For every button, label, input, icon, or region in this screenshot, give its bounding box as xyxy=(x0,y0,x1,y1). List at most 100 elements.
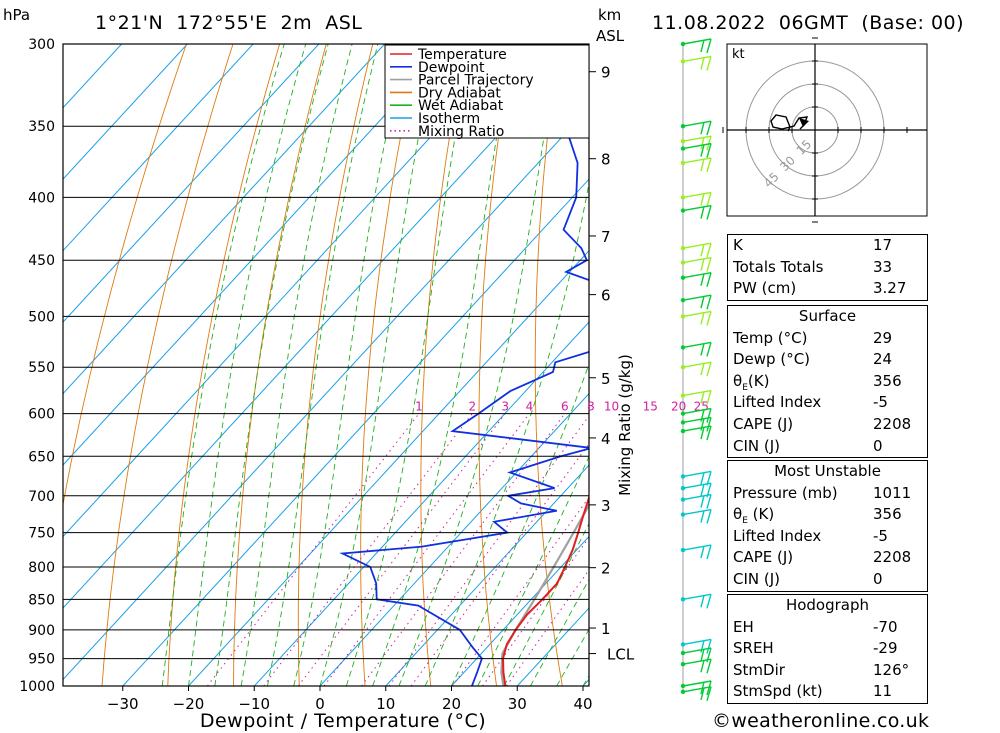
k-index-value: 17 xyxy=(873,236,893,254)
isotherm-line xyxy=(319,392,589,686)
wet-adiabat-line xyxy=(530,578,589,686)
k-index-label: K xyxy=(733,236,743,254)
pressure-tick-label: 400 xyxy=(28,190,55,206)
copyright-footer[interactable]: ©weatheronline.co.uk xyxy=(712,710,929,732)
copyright-symbol: © xyxy=(712,710,732,732)
wet-adiabat-line xyxy=(424,180,589,686)
location-title: 1°21'N 172°55'E 2m ASL xyxy=(95,12,363,34)
wet-adiabat-line xyxy=(451,362,589,686)
wind-barb xyxy=(680,544,712,560)
wet-adiabat-line xyxy=(477,455,589,686)
pressure-tick-label: 700 xyxy=(28,489,55,505)
mixing-ratio-line xyxy=(388,415,589,686)
wind-barb xyxy=(680,135,712,151)
height-tick-label: 4 xyxy=(601,430,611,448)
wind-barb xyxy=(680,638,712,654)
wind-barb xyxy=(680,272,712,287)
stmspd-value: 11 xyxy=(873,682,893,701)
mu-cin-value: 0 xyxy=(873,569,883,588)
mixing-ratio-label: 4 xyxy=(526,400,534,414)
wind-barb xyxy=(680,416,712,432)
surface-temp-value: 29 xyxy=(873,328,893,347)
mixing-ratio-label: 6 xyxy=(561,400,569,414)
pressure-unit-label: hPa xyxy=(3,6,31,24)
surface-title: Surface xyxy=(798,307,857,325)
dry-adiabat-line xyxy=(643,26,694,686)
isotherm-line xyxy=(63,44,452,466)
pressure-tick-label: 900 xyxy=(28,623,55,639)
height-tick-label: 8 xyxy=(601,151,611,169)
surface-dewp-label: Dewp (°C) xyxy=(733,350,811,369)
wind-barb xyxy=(680,389,712,405)
temp-tick-label: −20 xyxy=(173,695,205,713)
surface-li-label: Lifted Index xyxy=(733,393,822,412)
wind-barb xyxy=(680,482,712,498)
wet-adiabat-line xyxy=(345,44,473,686)
surface-cape-value: 2208 xyxy=(873,414,912,433)
stmdir-row: StmDir 126° xyxy=(728,660,927,682)
stmspd-row: StmSpd (kt) 11 xyxy=(728,681,927,703)
isotherm-line xyxy=(63,44,386,395)
wind-barb xyxy=(680,120,712,136)
surface-li-row: Lifted Index -5 xyxy=(728,392,927,414)
temp-tick-label: 30 xyxy=(508,695,527,713)
height-tick-label: 2 xyxy=(601,560,611,578)
surface-table: Surface Temp (°C) 29 Dewp (°C) 24 θE(K) 356… xyxy=(727,305,928,459)
sreh-row: SREH -29 xyxy=(728,638,927,660)
surface-temp-row: Temp (°C) 29 xyxy=(728,328,927,350)
dry-adiabat-line xyxy=(297,44,374,686)
dry-adiabat-line xyxy=(101,44,234,686)
dry-adiabat-line xyxy=(233,44,327,686)
dewpoint-profile xyxy=(339,44,589,686)
site-link[interactable]: weatheronline.co.uk xyxy=(731,710,930,732)
hodograph-trace xyxy=(770,114,809,132)
isotherm-line xyxy=(451,535,589,686)
pressure-tick-label: 600 xyxy=(28,407,55,423)
stmspd-label: StmSpd (kt) xyxy=(733,682,823,701)
wind-barb xyxy=(680,204,712,220)
surface-cin-value: 0 xyxy=(873,436,883,455)
hodograph-params-table: Hodograph EH -70 SREH -29 StmDir 126° StmSp… xyxy=(727,594,928,704)
totals-totals-row: Totals Totals 33 xyxy=(728,257,927,279)
legend-entry: Mixing Ratio xyxy=(418,124,504,140)
pw-value: 3.27 xyxy=(873,279,907,298)
legend-entry: Parcel Trajectory xyxy=(418,73,534,89)
temp-tick-label: 20 xyxy=(442,695,461,713)
wet-adiabat-line xyxy=(372,44,513,686)
legend-entry: Wet Adiabat xyxy=(418,98,504,114)
wind-barb xyxy=(680,242,712,258)
wind-barb xyxy=(680,647,712,663)
surface-dewp-row: Dewp (°C) 24 xyxy=(728,349,927,371)
wet-adiabat-line xyxy=(503,522,589,686)
dry-adiabat-line xyxy=(478,44,514,686)
pressure-tick-label: 300 xyxy=(28,37,55,53)
mixing-ratio-label: 1 xyxy=(415,400,423,414)
isotherm-line xyxy=(63,44,320,323)
legend-entry: Dry Adiabat xyxy=(418,85,501,101)
isotherm-line xyxy=(63,44,123,109)
isotherm-line xyxy=(188,249,589,686)
surface-cin-label: CIN (J) xyxy=(733,436,781,455)
pressure-tick-label: 650 xyxy=(28,449,55,465)
pressure-tick-label: 950 xyxy=(28,652,55,668)
mixing-ratio-line xyxy=(506,569,589,686)
dry-adiabat-line xyxy=(167,44,281,686)
wind-barb xyxy=(680,191,712,207)
temp-tick-label: 0 xyxy=(315,695,325,713)
datetime-title: 11.08.2022 06GMT (Base: 00) xyxy=(652,12,965,34)
surface-theta-unit: (K) xyxy=(747,371,770,390)
mu-theta-sub: E xyxy=(742,516,748,527)
storm-motion-arrow xyxy=(799,118,809,127)
wind-barb xyxy=(680,493,712,509)
x-axis-title: Dewpoint / Temperature (°C) xyxy=(200,710,486,732)
k-index-row: K 17 xyxy=(728,235,927,257)
stmdir-label: StmDir xyxy=(733,660,785,679)
eh-label: EH xyxy=(733,617,754,636)
dry-adiabat-line xyxy=(63,44,187,507)
mu-theta-row: θE (K) 356 xyxy=(728,504,927,526)
mu-pressure-value: 1011 xyxy=(873,483,912,502)
pressure-tick-label: 800 xyxy=(28,560,55,576)
temperature-profile xyxy=(501,494,589,686)
height-unit-asl: ASL xyxy=(596,27,625,45)
